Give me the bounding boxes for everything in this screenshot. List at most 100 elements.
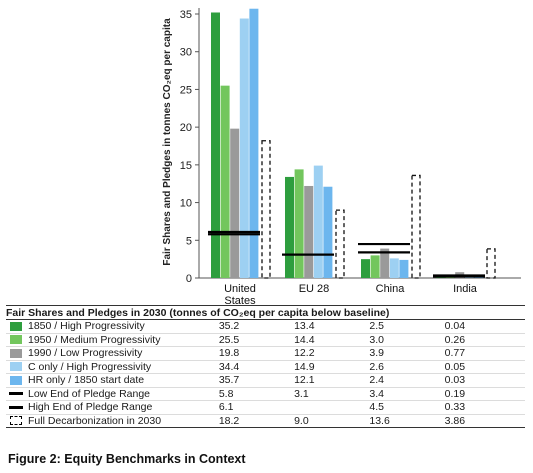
value-cell: 3.9 <box>369 346 445 361</box>
y-tick-label: 10 <box>180 198 192 210</box>
value-cell: 35.7 <box>218 373 295 388</box>
value-cell: 5.8 <box>218 387 295 401</box>
value-cell: 0.77 <box>444 346 525 361</box>
series-name: 1850 / High Progressivity <box>28 320 145 333</box>
value-cell: 14.9 <box>294 360 370 374</box>
table-header: Fair Shares and Pledges in 2030 (tonnes … <box>6 305 525 320</box>
line-swatch <box>9 392 23 396</box>
series-name: High End of Pledge Range <box>28 401 153 414</box>
table-row: 1950 / Medium Progressivity 25.5 14.4 3.0 0.… <box>6 333 525 347</box>
value-cell: 0.03 <box>444 373 525 388</box>
series-name: Low End of Pledge Range <box>28 387 151 400</box>
category-label: EU 28 <box>299 283 330 295</box>
series-name: HR only / 1850 start date <box>28 374 145 387</box>
y-tick-label: 0 <box>186 273 192 285</box>
value-cell: 2.5 <box>369 319 445 334</box>
bar <box>211 12 220 279</box>
bar <box>323 186 333 278</box>
series-name: Full Decarbonization in 2030 <box>28 414 162 427</box>
bar <box>285 176 294 278</box>
bar <box>380 248 390 278</box>
color-swatch <box>10 362 22 372</box>
bar <box>294 169 304 278</box>
value-cell: 12.1 <box>294 373 370 388</box>
category-label: China <box>376 283 406 295</box>
value-cell: 19.8 <box>218 346 295 361</box>
value-cell: 13.4 <box>294 319 370 334</box>
value-cell: 2.4 <box>369 373 445 388</box>
color-swatch <box>10 348 22 358</box>
decarbonization-box <box>261 140 271 279</box>
series-label-cell: Full Decarbonization in 2030 <box>6 414 219 428</box>
y-tick-label: 35 <box>180 9 192 21</box>
category-label: India <box>453 283 478 295</box>
table-row: HR only / 1850 start date 35.7 12.1 2.4 0.03 <box>6 373 525 388</box>
value-cell: 0.05 <box>444 360 525 374</box>
category-label: States <box>224 295 256 305</box>
series-label-cell: Low End of Pledge Range <box>6 387 219 401</box>
pledge-lines <box>208 140 496 279</box>
value-cell: 3.0 <box>369 333 445 347</box>
color-swatch <box>10 321 22 331</box>
y-tick-label: 5 <box>186 235 192 247</box>
value-cell: 3.1 <box>294 387 370 401</box>
decarbonization-box <box>411 174 421 279</box>
value-cell: 25.5 <box>218 333 295 347</box>
value-cell: 18.2 <box>218 414 295 428</box>
value-cell: 6.1 <box>218 400 295 415</box>
series-name: 1950 / Medium Progressivity <box>28 333 161 346</box>
series-name: C only / High Progressivity <box>28 360 152 373</box>
y-tick-label: 25 <box>180 84 192 96</box>
y-axis-label: Fair Shares and Pledges in tonnes CO₂eq … <box>162 18 173 266</box>
bar <box>239 18 249 278</box>
value-cell: 34.4 <box>218 360 295 374</box>
color-swatch <box>10 375 22 385</box>
value-cell: 13.6 <box>369 414 445 428</box>
y-tick-label: 30 <box>180 47 192 59</box>
value-cell: 35.2 <box>218 319 295 334</box>
series-label-cell: 1950 / Medium Progressivity <box>6 333 219 347</box>
value-cell: 0.33 <box>444 400 525 415</box>
value-cell: 0.04 <box>444 319 525 334</box>
value-cell: 0.19 <box>444 387 525 401</box>
bar <box>399 259 409 278</box>
bar <box>361 259 370 278</box>
value-cell: 4.5 <box>369 400 445 415</box>
table-row: Full Decarbonization in 2030 18.2 9.0 13.6 3… <box>6 414 525 428</box>
decarbonization-box <box>335 209 345 279</box>
bar <box>304 185 314 278</box>
bar <box>249 8 259 278</box>
series-label-cell: High End of Pledge Range <box>6 400 219 415</box>
color-swatch <box>10 335 22 345</box>
bar <box>389 258 399 278</box>
table-row: Low End of Pledge Range 5.8 3.1 3.4 0.19 <box>6 387 525 401</box>
table-header-row: Fair Shares and Pledges in 2030 (tonnes … <box>6 305 525 320</box>
value-cell: 2.6 <box>369 360 445 374</box>
value-cell: 9.0 <box>294 414 370 428</box>
series-label-cell: HR only / 1850 start date <box>6 373 219 388</box>
series-label-cell: 1850 / High Progressivity <box>6 319 219 334</box>
value-cell: 14.4 <box>294 333 370 347</box>
y-tick-label: 20 <box>180 122 192 134</box>
dashed-box-swatch <box>10 416 22 426</box>
series-name: 1990 / Low Progressivity <box>28 347 143 360</box>
line-swatch <box>9 405 23 409</box>
bar <box>370 255 380 278</box>
bar-chart: 0 5 10 15 20 25 30 35 Fair Shares and Pledges in… <box>162 8 521 305</box>
value-cell: 3.4 <box>369 387 445 401</box>
data-table: Fair Shares and Pledges in 2030 (tonnes … <box>6 305 525 428</box>
value-cell: 3.86 <box>444 414 525 428</box>
value-cell: 12.2 <box>294 346 370 361</box>
series-label-cell: C only / High Progressivity <box>6 360 219 374</box>
value-cell: 0.26 <box>444 333 525 347</box>
table-row: High End of Pledge Range 6.1 4.5 0.33 <box>6 400 525 415</box>
figure-caption: Figure 2: Equity Benchmarks in Context <box>8 452 246 466</box>
bar <box>230 128 240 278</box>
y-tick-label: 15 <box>180 160 192 172</box>
bar <box>220 85 230 279</box>
bar <box>313 165 323 278</box>
bars <box>211 8 484 279</box>
table-row: 1990 / Low Progressivity 19.8 12.2 3.9 0.77 <box>6 346 525 361</box>
table-row: C only / High Progressivity 34.4 14.9 2.6 0.… <box>6 360 525 374</box>
value-cell <box>294 400 370 415</box>
